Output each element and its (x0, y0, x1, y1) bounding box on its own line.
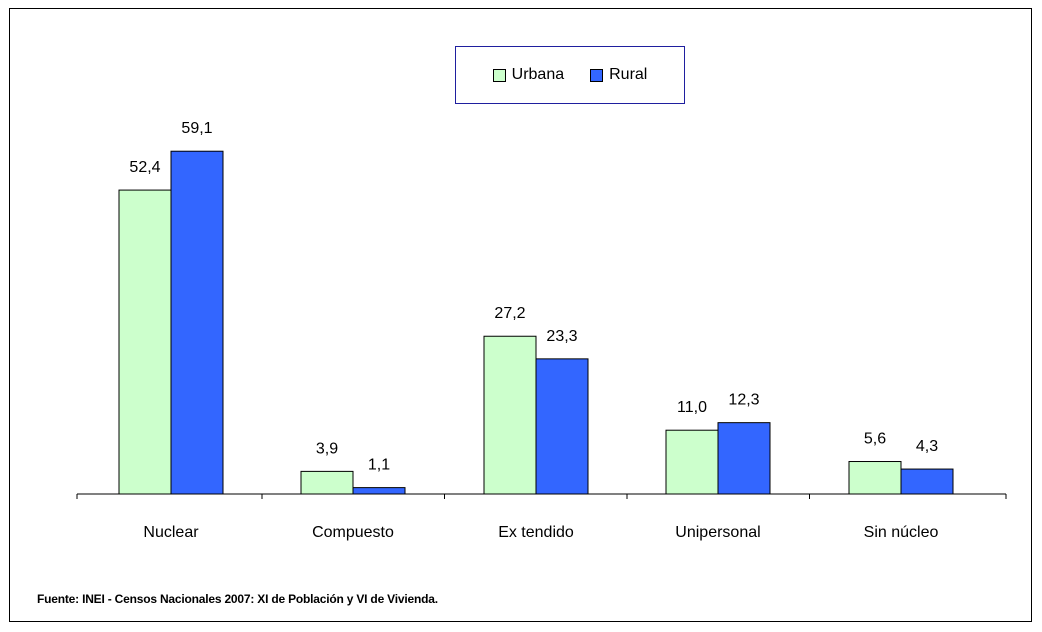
legend-item-rural: Rural (590, 66, 647, 84)
bar-rural-4 (717, 422, 771, 495)
value-label-rural-5: 4,3 (916, 438, 938, 455)
x-tick-label-5: Sin núcleo (864, 524, 939, 541)
bar-urbana-3 (483, 335, 537, 495)
legend-item-urbana: Urbana (492, 66, 565, 84)
legend-label-urbana: Urbana (511, 66, 565, 83)
legend-swatch-urbana (492, 68, 506, 82)
x-tick-label-4: Unipersonal (675, 524, 760, 541)
bar-urbana-2 (300, 470, 354, 495)
legend-label-rural: Rural (609, 66, 648, 83)
chart-frame (9, 8, 1032, 622)
value-label-rural-1: 59,1 (181, 120, 212, 137)
value-label-urbana-3: 27,2 (494, 305, 525, 322)
bar-rural-2 (352, 487, 406, 495)
value-label-rural-4: 12,3 (728, 392, 759, 409)
value-label-urbana-4: 11,0 (677, 399, 707, 416)
bar-urbana-4 (665, 429, 719, 495)
legend: Urbana Rural (455, 46, 685, 104)
bar-urbana-1 (118, 189, 172, 495)
x-tick-label-3: Ex tendido (498, 524, 574, 541)
x-tick-label-1: Nuclear (143, 524, 199, 541)
bar-rural-1 (170, 150, 224, 495)
value-label-urbana-2: 3,9 (316, 440, 338, 457)
value-label-urbana-5: 5,6 (864, 431, 886, 448)
bar-urbana-5 (848, 461, 902, 495)
legend-swatch-rural (590, 68, 604, 82)
x-tick-label-2: Compuesto (312, 524, 394, 541)
value-label-urbana-1: 52,4 (129, 159, 160, 176)
value-label-rural-3: 23,3 (546, 328, 577, 345)
bar-rural-5 (900, 468, 954, 495)
value-label-rural-2: 1,1 (368, 457, 390, 474)
source-note: Fuente: INEI - Censos Nacionales 2007: X… (37, 592, 438, 606)
bar-rural-3 (535, 358, 589, 495)
